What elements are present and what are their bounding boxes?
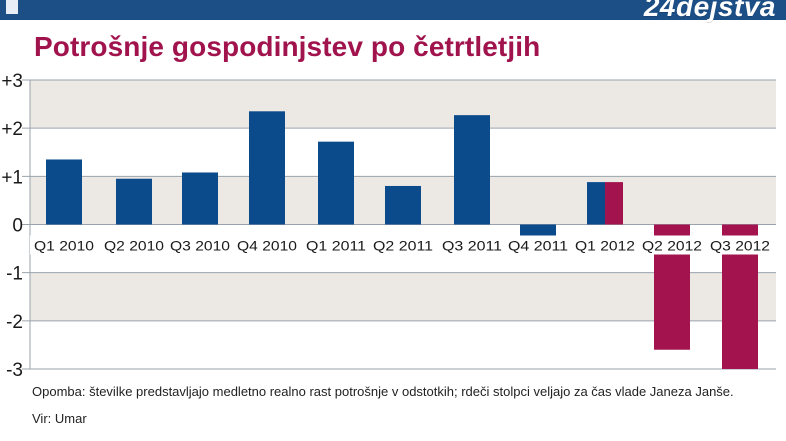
x-label-background [100,235,168,255]
x-label-background [638,235,706,255]
x-tick-label: Q4 2011 [508,238,568,254]
chart-title: Potrošnje gospodinjstev po četrtletjih [34,31,541,62]
bar-q1-2010 [46,159,82,225]
chart-footnote: Opomba: številke predstavljajo medletno … [32,384,734,399]
bar-q3-2011 [454,115,490,225]
x-label-background [302,235,370,255]
bar-q2-2011 [385,185,421,225]
y-tick-label: 0 [12,216,23,237]
x-label-background [233,235,301,255]
bar-q1-2011 [318,141,354,225]
x-label-background [369,235,437,255]
y-tick-label: +1 [1,167,23,188]
x-label-background [706,235,774,255]
x-tick-label: Q1 2012 [575,238,635,254]
x-label-background [30,235,98,255]
brand-bar: 24dejstva [0,0,786,22]
x-tick-label: Q2 2010 [104,238,164,254]
y-tick-label: -3 [6,360,23,381]
y-tick-label: +2 [1,119,23,140]
brand-logo: 24dejstva [643,0,776,22]
x-label-background [504,235,572,255]
chart-source: Vir: Umar [32,411,87,426]
x-tick-label: Q1 2010 [34,238,94,254]
x-tick-label: Q1 2011 [306,238,366,254]
brand-bar-tab [6,0,18,14]
x-label-background [166,235,234,255]
bar-q1-2012-red [605,182,623,225]
x-label-background [571,235,639,255]
x-tick-label: Q2 2012 [642,238,702,254]
bar-q1-2012-blue [587,182,605,225]
x-tick-label: Q4 2010 [237,238,297,254]
x-label-background [438,235,506,255]
x-tick-label: Q3 2010 [170,238,230,254]
x-tick-label: Q3 2012 [710,238,770,254]
x-axis-labels: Q1 2010 Q2 2010 Q3 2010 Q4 2010 Q1 2011 Q2 20… [30,235,774,255]
x-tick-label: Q3 2011 [442,238,502,254]
chart-band-0 [30,80,776,129]
bar-q2-2010 [116,178,152,225]
bar-q3-2010 [182,172,218,225]
bar-q4-2010 [249,111,285,225]
y-axis-ticks: +3 +2 +1 0 -1 -2 -3 [1,71,23,381]
chart-band-2 [30,272,776,321]
y-tick-label: +3 [1,71,23,92]
y-tick-label: -1 [6,264,23,285]
x-tick-label: Q2 2011 [373,238,433,254]
y-tick-label: -2 [6,312,23,333]
